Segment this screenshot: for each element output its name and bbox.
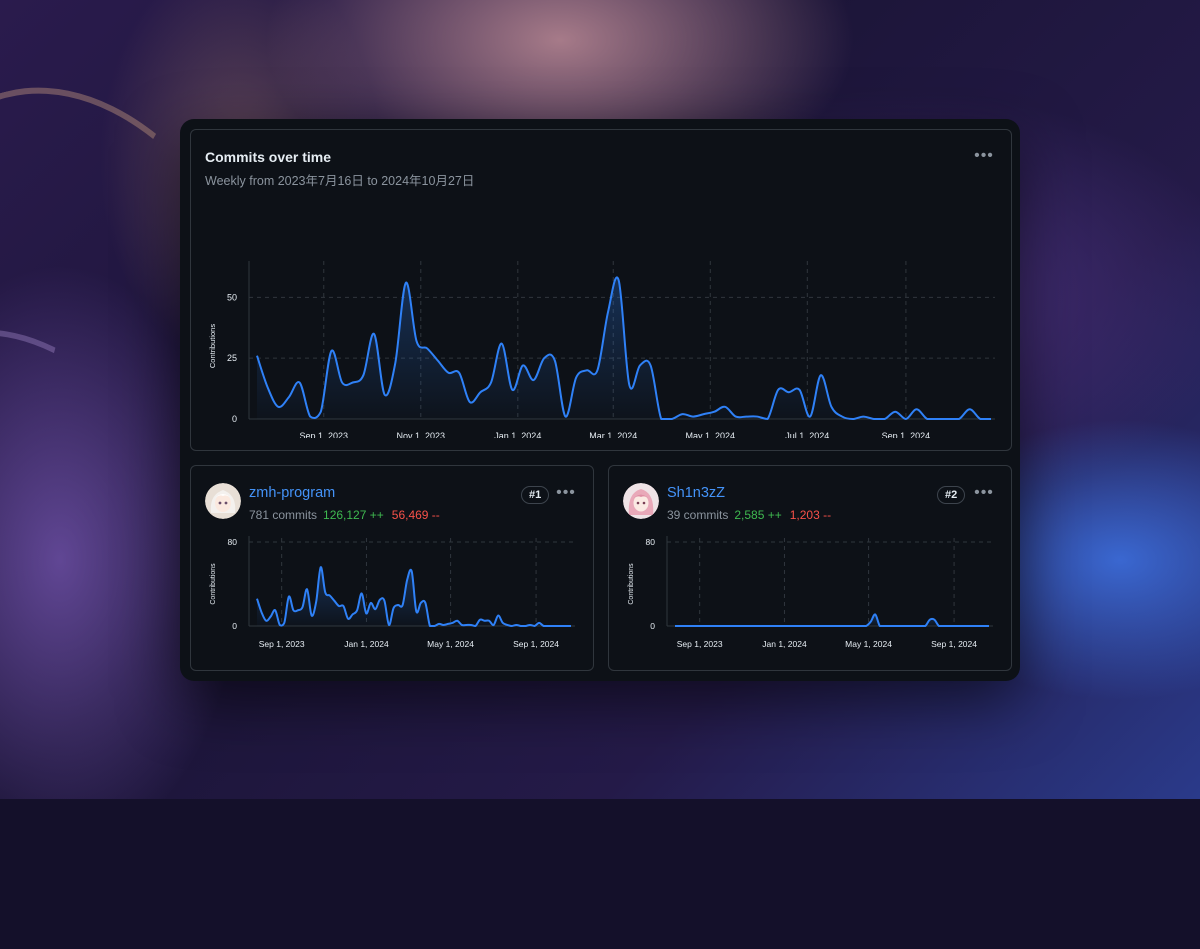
contributor-card: Sh1n3zZ 39 commits 2,585 ++ 1,203 -- #2 ••… [608,465,1012,671]
x-tick-label: May 1, 2024 [686,431,736,438]
kebab-horizontal-icon[interactable]: ••• [974,484,994,501]
series-line [675,613,989,627]
y-tick-label: 0 [650,621,655,631]
x-tick-label: Nov 1, 2023 [397,431,446,438]
x-tick-label: Sep 1, 2023 [299,431,348,438]
contributor-name-link[interactable]: zmh-program [249,485,336,501]
x-tick-label: Jan 1, 2024 [762,639,807,649]
insights-window: Commits over time Weekly from 2023年7月16日… [180,119,1020,681]
y-tick-label: 50 [227,292,237,302]
contributor-name-link[interactable]: Sh1n3zZ [667,485,726,501]
series-area [257,277,991,419]
series-area [675,614,989,626]
contributor-stats: 781 commits 126,127 ++ 56,469 -- [249,508,440,522]
x-tick-label: Sep 1, 2024 [882,431,931,438]
commits-over-time-card: Commits over time Weekly from 2023年7月16日… [190,129,1012,451]
commits-chart: 0 25 50 Sep 1, 2023 Nov 1, 2023 Jan 1, 2024 Ma… [208,261,995,438]
additions-count: 126,127 ++ [323,508,384,522]
contributor-chart: 0 80 Sep 1, 2023 Jan 1, 2024 May 1, 2024 Sep … [628,536,993,649]
y-tick-label: 0 [232,621,237,631]
y-tick-label: 0 [232,414,237,424]
rank-badge: #2 [937,486,966,504]
card-title: Commits over time [205,149,332,165]
y-axis-label: Contributions [210,563,217,605]
series-line [256,566,571,627]
additions-count: 2,585 ++ [734,508,782,522]
rank-badge: #1 [521,486,550,504]
y-axis-label: Contributions [208,324,217,368]
y-tick-label: 80 [646,537,656,547]
deletions-count: 1,203 -- [789,508,832,522]
y-tick-label: 80 [228,537,238,547]
deletions-count: 56,469 -- [391,508,440,522]
contributor-card: zmh-program 781 commits 126,127 ++ 56,469 … [190,465,594,671]
x-tick-label: May 1, 2024 [845,639,892,649]
avatar-icon[interactable] [623,483,659,519]
x-tick-label: Sep 1, 2024 [931,639,977,649]
x-tick-label: Jan 1, 2024 [494,431,541,438]
x-tick-label: Mar 1, 2024 [589,431,637,438]
commit-count[interactable]: 39 commits [667,508,729,522]
card-subtitle: Weekly from 2023年7月16日 to 2024年10月27日 [205,174,475,188]
x-tick-label: Sep 1, 2023 [259,639,305,649]
avatar-icon[interactable] [205,483,241,519]
kebab-horizontal-icon[interactable]: ••• [556,484,576,501]
y-tick-label: 25 [227,353,237,363]
contributor-stats: 39 commits 2,585 ++ 1,203 -- [667,508,831,522]
x-tick-label: Jul 1, 2024 [785,431,829,438]
x-tick-label: Jan 1, 2024 [344,639,389,649]
contributor-chart: 0 80 Sep 1, 2023 Jan 1, 2024 May 1, 2024 Sep … [210,536,575,649]
commit-count[interactable]: 781 commits [249,508,318,522]
y-axis-label: Contributions [628,563,635,605]
x-tick-label: Sep 1, 2024 [513,639,559,649]
x-tick-label: May 1, 2024 [427,639,474,649]
kebab-horizontal-icon[interactable]: ••• [974,147,994,164]
x-tick-label: Sep 1, 2023 [677,639,723,649]
series-line [256,276,991,420]
